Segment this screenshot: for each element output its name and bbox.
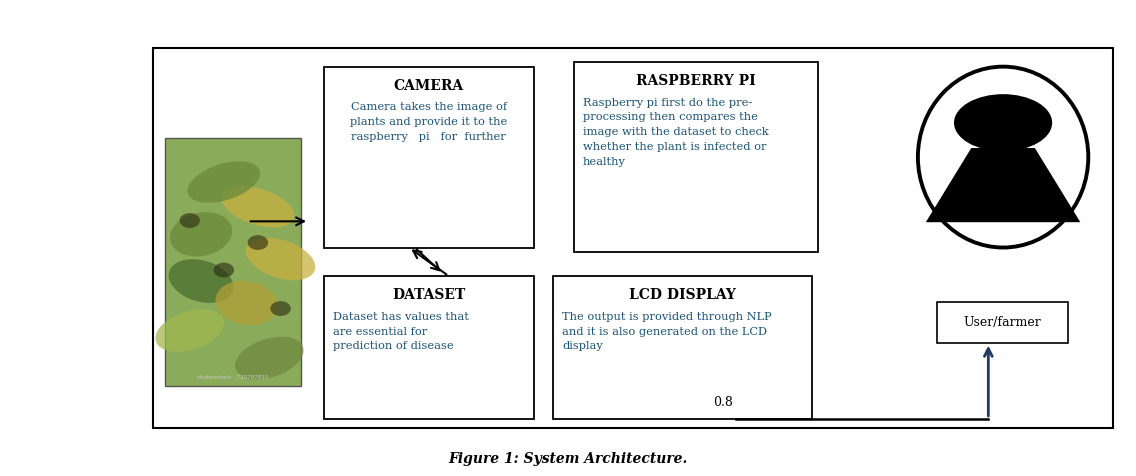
Ellipse shape: [248, 235, 268, 250]
Text: shutterstock · 720797830: shutterstock · 720797830: [198, 375, 268, 380]
Text: CAMERA: CAMERA: [394, 79, 463, 92]
Ellipse shape: [179, 213, 200, 228]
Text: DATASET: DATASET: [392, 288, 466, 302]
Text: Figure 1: System Architecture.: Figure 1: System Architecture.: [449, 453, 687, 466]
Ellipse shape: [235, 337, 303, 379]
FancyBboxPatch shape: [165, 138, 301, 386]
FancyBboxPatch shape: [324, 67, 534, 248]
FancyBboxPatch shape: [574, 62, 818, 252]
Ellipse shape: [170, 212, 232, 257]
Text: RASPBERRY PI: RASPBERRY PI: [636, 74, 755, 88]
FancyBboxPatch shape: [324, 276, 534, 419]
Text: LCD DISPLAY: LCD DISPLAY: [629, 288, 736, 302]
FancyBboxPatch shape: [553, 276, 812, 419]
Ellipse shape: [954, 94, 1052, 151]
Text: Dataset has values that
are essential for
prediction of disease: Dataset has values that are essential fo…: [333, 312, 469, 351]
Text: Raspberry pi first do the pre-
processing then compares the
image with the datas: Raspberry pi first do the pre- processin…: [583, 98, 768, 167]
Ellipse shape: [156, 309, 224, 352]
Polygon shape: [926, 148, 1080, 222]
Text: 0.8: 0.8: [713, 397, 733, 409]
Ellipse shape: [245, 238, 316, 280]
Text: The output is provided through NLP
and it is also generated on the LCD
display: The output is provided through NLP and i…: [562, 312, 772, 351]
Ellipse shape: [222, 186, 294, 228]
Ellipse shape: [168, 259, 234, 303]
Text: User/farmer: User/farmer: [963, 316, 1042, 329]
Ellipse shape: [216, 281, 277, 325]
FancyBboxPatch shape: [937, 302, 1068, 343]
Ellipse shape: [214, 263, 234, 278]
Ellipse shape: [270, 301, 291, 316]
Ellipse shape: [918, 67, 1088, 248]
Ellipse shape: [187, 161, 260, 203]
FancyBboxPatch shape: [153, 48, 1113, 428]
Text: Camera takes the image of
plants and provide it to the
raspberry   pi   for  fur: Camera takes the image of plants and pro…: [350, 102, 508, 142]
